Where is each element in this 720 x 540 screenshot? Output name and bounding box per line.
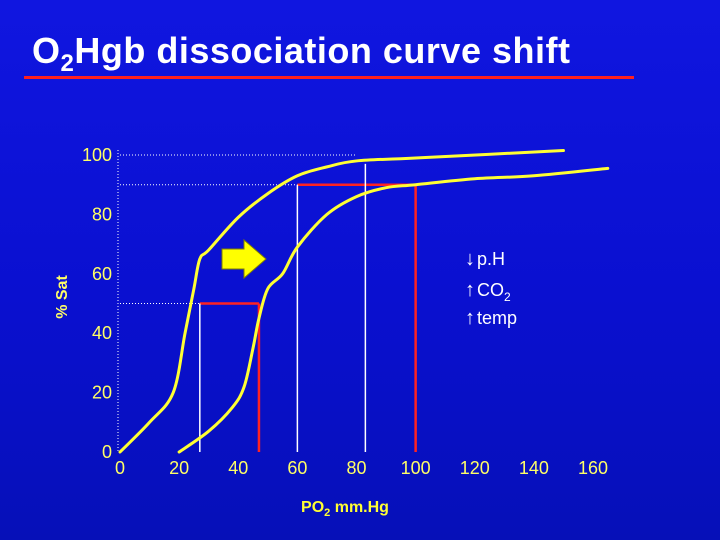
y-tick-label: 100 — [82, 145, 112, 165]
x-axis-label-sub: 2 — [324, 507, 330, 519]
shift-direction-icon: ↓ — [465, 248, 475, 270]
y-tick-label: 40 — [92, 323, 112, 343]
y-tick-labels: 0 20 40 60 80 100 — [82, 145, 112, 462]
shift-factor-label: CO — [477, 280, 504, 300]
shift-factor-3: ↑ temp — [465, 307, 517, 329]
shift-factor-label: temp — [477, 308, 517, 328]
shift-direction-icon: ↑ — [465, 279, 475, 301]
y-tick-label: 0 — [102, 442, 112, 462]
y-axis-label: % Sat — [54, 275, 71, 319]
title-rest: Hgb dissociation curve shift — [74, 30, 571, 71]
x-axis-label: PO2 mm.Hg — [301, 499, 389, 519]
title-o: O — [32, 30, 61, 71]
reference-lines — [120, 154, 417, 452]
x-tick-label: 80 — [346, 458, 366, 478]
x-tick-label: 100 — [401, 458, 431, 478]
dissociation-curve-2 — [177, 166, 610, 454]
x-tick-label: 120 — [460, 458, 490, 478]
title-subscript: 2 — [60, 50, 75, 77]
x-tick-label: 140 — [519, 458, 549, 478]
title-underline — [24, 76, 634, 79]
y-tick-label: 60 — [92, 264, 112, 284]
x-tick-label: 160 — [578, 458, 608, 478]
x-tick-label: 40 — [228, 458, 248, 478]
x-tick-labels: 0 20 40 60 80 100 120 140 160 — [115, 458, 608, 478]
x-tick-label: 60 — [287, 458, 307, 478]
x-tick-label: 0 — [115, 458, 125, 478]
y-tick-label: 80 — [92, 204, 112, 224]
shift-factor-1: ↓ p.H — [465, 248, 505, 270]
x-axis-label-rest: mm.Hg — [330, 499, 389, 516]
page-title: O2Hgb dissociation curve shift — [32, 30, 570, 78]
dissociation-curve-1 — [118, 149, 565, 454]
x-tick-label: 20 — [169, 458, 189, 478]
shift-arrow-icon — [221, 238, 267, 280]
curves — [118, 149, 610, 454]
shift-factor-label: p.H — [477, 249, 505, 269]
shift-factor-subscript: 2 — [504, 290, 511, 304]
x-axis-label-main: PO — [301, 499, 324, 516]
y-tick-label: 20 — [92, 383, 112, 403]
shift-direction-icon: ↑ — [465, 307, 475, 329]
shift-factors: ↓ p.H↑ CO2↑ temp — [465, 248, 517, 329]
shift-factor-2: ↑ CO2 — [465, 279, 511, 304]
